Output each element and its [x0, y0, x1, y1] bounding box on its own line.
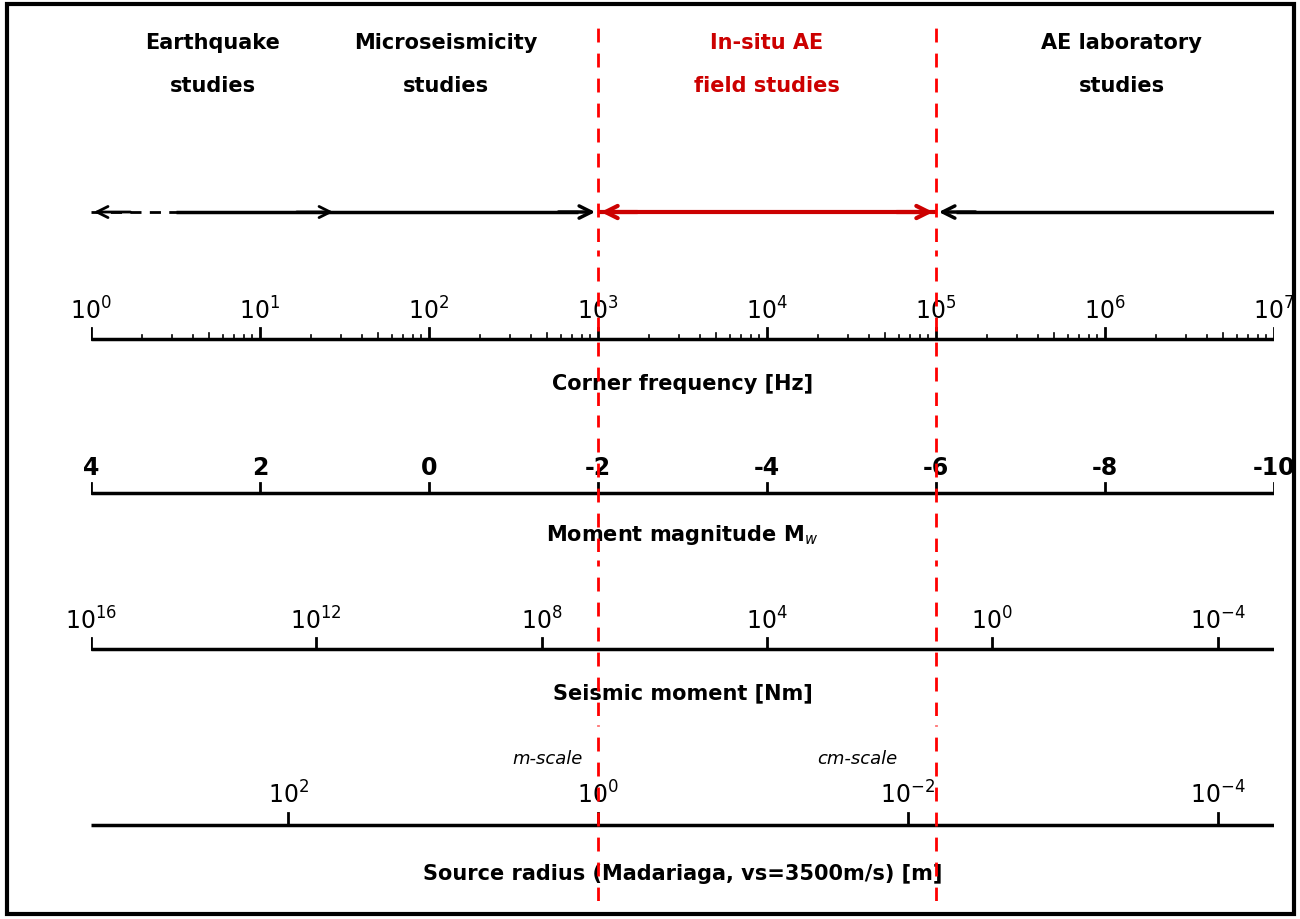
Text: Corner frequency [Hz]: Corner frequency [Hz] [552, 373, 812, 393]
Text: -4: -4 [754, 456, 780, 480]
Text: $10^5$: $10^5$ [915, 297, 957, 324]
Text: studies: studies [169, 76, 256, 96]
Text: $10^6$: $10^6$ [1084, 297, 1126, 324]
Text: studies: studies [403, 76, 489, 96]
Text: $10^0$: $10^0$ [70, 297, 112, 324]
Text: $10^2$: $10^2$ [408, 297, 450, 324]
Text: $10^{2}$: $10^{2}$ [268, 780, 309, 808]
Text: $10^{-2}$: $10^{-2}$ [880, 780, 935, 808]
Text: $10^{8}$: $10^{8}$ [521, 607, 563, 634]
Text: Moment magnitude M$_{w}$: Moment magnitude M$_{w}$ [546, 523, 819, 547]
Text: 0: 0 [421, 456, 437, 480]
Text: -10: -10 [1253, 456, 1295, 480]
Text: Microseismicity: Microseismicity [354, 33, 538, 53]
Text: AE laboratory: AE laboratory [1041, 33, 1202, 53]
Text: -6: -6 [923, 456, 949, 480]
Text: $10^{12}$: $10^{12}$ [290, 607, 342, 634]
Text: studies: studies [1079, 76, 1165, 96]
Text: In-situ AE: In-situ AE [710, 33, 824, 53]
Text: $10^{16}$: $10^{16}$ [65, 607, 117, 634]
Text: $10^{0}$: $10^{0}$ [577, 780, 619, 808]
Text: Seismic moment [Nm]: Seismic moment [Nm] [552, 683, 812, 703]
Text: $10^{-4}$: $10^{-4}$ [1190, 607, 1245, 634]
Text: $10^4$: $10^4$ [746, 297, 788, 324]
Text: 2: 2 [252, 456, 268, 480]
Text: Source radius (Madariaga, vs=3500m/s) [m]: Source radius (Madariaga, vs=3500m/s) [m… [422, 863, 942, 883]
Text: $10^3$: $10^3$ [577, 297, 619, 324]
Text: $10^{-4}$: $10^{-4}$ [1190, 780, 1245, 808]
Text: m-scale: m-scale [512, 750, 582, 767]
Text: 4: 4 [83, 456, 99, 480]
Text: cm-scale: cm-scale [816, 750, 897, 767]
Text: field studies: field studies [694, 76, 840, 96]
Text: -8: -8 [1092, 456, 1118, 480]
Text: Earthquake: Earthquake [146, 33, 280, 53]
Text: $10^{0}$: $10^{0}$ [971, 607, 1013, 634]
Text: -2: -2 [585, 456, 611, 480]
Text: $10^1$: $10^1$ [239, 297, 281, 324]
Text: $10^{4}$: $10^{4}$ [746, 607, 788, 634]
Text: $10^7$: $10^7$ [1253, 297, 1295, 324]
